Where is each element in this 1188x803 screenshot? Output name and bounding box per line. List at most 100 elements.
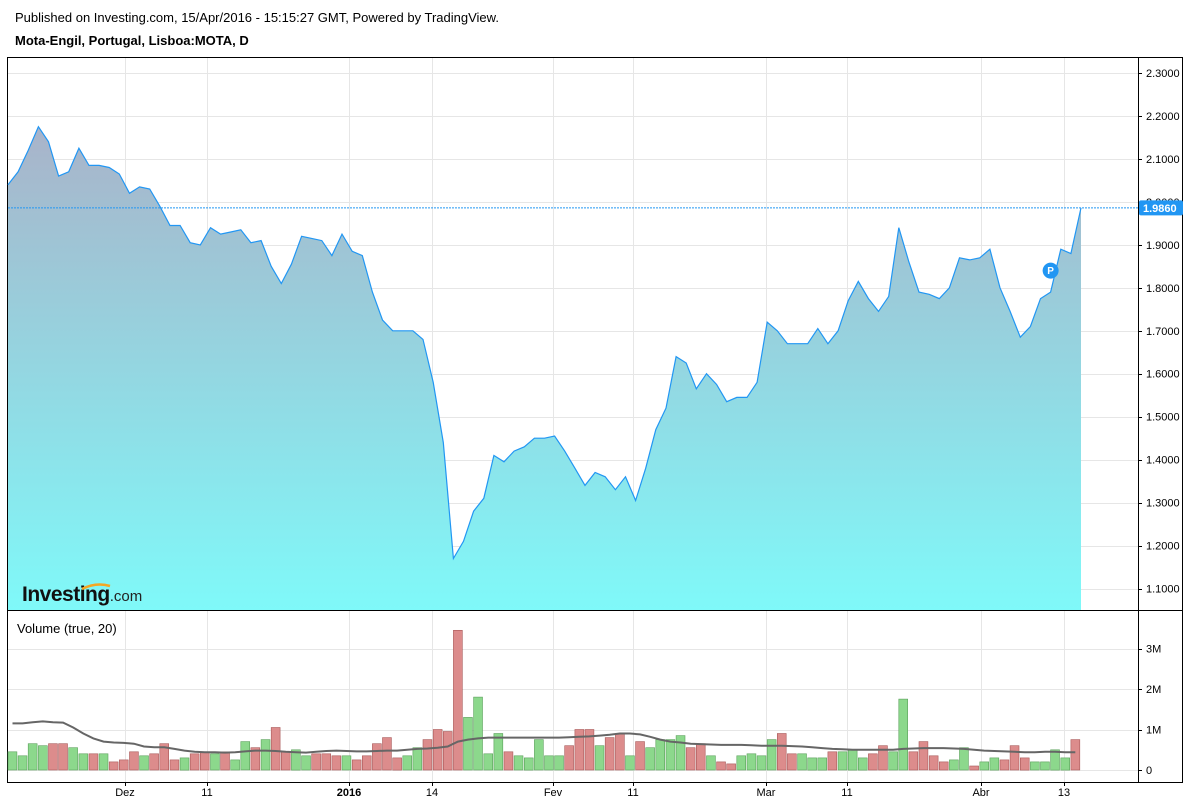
volume-bar: [817, 757, 827, 771]
volume-label: Volume (true, 20): [17, 621, 117, 636]
volume-bar: [1050, 749, 1060, 771]
volume-bar: [463, 717, 473, 771]
volume-bar: [432, 729, 443, 771]
volume-bar: [98, 753, 109, 771]
volume-bar: [726, 763, 736, 771]
price-area: [8, 126, 1081, 610]
price-tick-label: 1.3000: [1146, 498, 1180, 510]
volume-bar: [574, 729, 585, 771]
volume-bar: [969, 765, 979, 771]
volume-bar: [604, 737, 615, 771]
volume-bar: [1030, 761, 1040, 771]
volume-bar: [331, 755, 342, 771]
volume-bar: [88, 753, 99, 771]
volume-bar: [665, 739, 676, 771]
volume-bars: [7, 629, 1081, 771]
volume-bar: [766, 739, 777, 771]
volume-bar: [797, 753, 807, 771]
time-tick-label: 14: [426, 787, 438, 799]
volume-grid: [8, 611, 1138, 782]
volume-bar: [837, 751, 848, 771]
volume-bar: [1060, 757, 1071, 771]
logo-main: Investing: [22, 583, 110, 606]
last-price-label: 1.9860: [1143, 203, 1177, 215]
volume-bar: [200, 751, 210, 771]
time-tick-label: Mar: [757, 787, 776, 799]
published-info: Published on Investing.com, 15/Apr/2016 …: [15, 10, 499, 25]
volume-bar: [220, 751, 230, 771]
volume-bar: [928, 755, 939, 771]
price-tick-label: 1.2000: [1146, 541, 1180, 553]
volume-tick-label: 0: [1146, 765, 1152, 777]
volume-bar: [615, 733, 625, 771]
volume-bar: [27, 743, 38, 771]
volume-bar: [402, 755, 412, 771]
volume-bar: [68, 747, 78, 771]
volume-bar: [301, 755, 311, 771]
volume-bar: [675, 735, 686, 771]
volume-bar: [442, 731, 453, 771]
volume-bar: [392, 757, 402, 771]
volume-bar: [1009, 745, 1020, 771]
time-tick-label: Abr: [972, 787, 989, 799]
volume-bar: [260, 739, 271, 771]
volume-tick-label: 3M: [1146, 644, 1161, 656]
volume-bar: [189, 753, 200, 771]
volume-bar: [999, 759, 1010, 771]
p-marker-circle[interactable]: [1042, 262, 1059, 279]
volume-bar: [351, 759, 362, 771]
volume-bar: [716, 761, 726, 771]
p-marker-icon[interactable]: P: [1042, 262, 1059, 279]
volume-bar: [129, 751, 139, 771]
volume-bar: [119, 759, 129, 771]
volume-bar: [382, 737, 392, 771]
volume-tick-label: 2M: [1146, 684, 1161, 696]
price-tick-label: 1.4000: [1146, 455, 1180, 467]
volume-bar: [341, 755, 352, 771]
volume-bar: [706, 755, 716, 771]
price-tick-label: 1.6000: [1146, 369, 1180, 381]
chart-frame: [7, 57, 1183, 783]
volume-bar: [139, 755, 149, 771]
volume-bar: [857, 757, 868, 771]
volume-bar: [685, 747, 696, 771]
volume-bar: [321, 753, 331, 771]
volume-bar: [807, 757, 817, 771]
volume-bar: [959, 747, 969, 771]
volume-bar: [493, 733, 504, 771]
time-tick-label: 13: [1058, 787, 1070, 799]
price-axis-labels: 1.1000 1.2000 1.3000 1.4000 1.5000 1.6000 1.70…: [1138, 68, 1180, 596]
volume-bar: [159, 743, 170, 771]
volume-bar: [78, 753, 89, 771]
time-tick-label: 11: [627, 787, 638, 799]
volume-bar: [7, 751, 18, 771]
volume-bar: [746, 753, 757, 771]
volume-bar: [372, 743, 382, 771]
volume-bar: [736, 755, 746, 771]
volume-bar: [534, 739, 544, 771]
volume-ma-line: [12, 720, 1076, 754]
price-tick-label: 2.3000: [1146, 68, 1180, 80]
volume-bar: [625, 755, 635, 771]
volume-bar: [58, 743, 68, 771]
volume-bar: [898, 698, 908, 771]
volume-bar: [169, 759, 180, 771]
volume-bar: [230, 759, 240, 771]
volume-bar: [645, 747, 655, 771]
volume-bar: [847, 749, 858, 771]
volume-bar: [594, 745, 605, 771]
logo-suffix: .com: [110, 588, 143, 605]
volume-bar: [868, 753, 878, 771]
volume-bar: [412, 747, 423, 771]
time-tick-label: 2016: [337, 787, 361, 799]
logo-swoosh: [81, 583, 111, 591]
p-marker-label: P: [1047, 266, 1054, 277]
volume-bar: [878, 745, 888, 771]
volume-bar: [179, 757, 190, 771]
volume-bar: [473, 696, 483, 771]
volume-bar: [361, 755, 372, 771]
volume-bar: [554, 755, 564, 771]
volume-bar: [48, 743, 58, 771]
volume-axis-labels: 0 1M 2M 3M: [1138, 644, 1161, 777]
